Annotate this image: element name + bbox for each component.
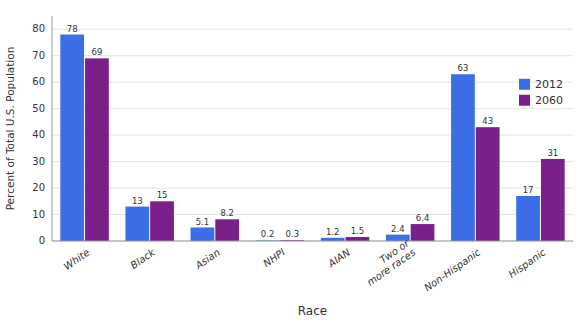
tick-label: 80 [32,23,45,34]
data-label: 8.2 [220,208,234,218]
legend-label: 2060 [535,94,563,107]
tick-label: 50 [32,103,45,114]
bar [541,159,565,241]
bar [411,224,435,241]
data-label: 69 [92,47,103,57]
bar [191,228,215,242]
legend-swatch [519,95,530,106]
x-axis-line [52,241,573,242]
data-label: 5.1 [196,217,210,227]
chart-container: 0 10 20 30 40 50 60 70 80 78 13 5.1 0.2 1.2 2.4 63 17 69 1… [0,0,585,321]
bars [60,35,564,241]
bar [150,201,174,241]
tick-label: Asian [192,246,221,271]
plot: 0 10 20 30 40 50 60 70 80 78 13 5.1 0.2 1.2 2.4 63 17 69 1… [32,16,573,293]
data-label: 78 [67,24,78,34]
bar [85,58,109,241]
tick-label: 60 [32,76,45,87]
tick-label: Hispanic [506,246,548,280]
tick-label: Black [128,246,157,271]
tick-label: 20 [32,182,45,193]
data-label: 1.2 [326,227,340,237]
tick-label: Two ormore races [359,237,419,288]
data-labels: 78 13 5.1 0.2 1.2 2.4 63 17 69 15 8.2 0.3 1.5 6.4 43 31 [67,24,558,240]
y-axis-label: Percent of Total U.S. Population [4,47,16,211]
y-axis: 0 10 20 30 40 50 60 70 80 [32,23,573,246]
grid-line [52,55,573,56]
grid-line [52,82,573,83]
legend: 2012 2060 [519,78,563,107]
data-label: 31 [547,148,558,158]
bar [125,207,149,241]
tick-label: 30 [32,156,45,167]
tick-label: AIAN [325,246,352,270]
tick-label: White [62,246,92,272]
legend-swatch [519,79,530,90]
data-label: 0.3 [286,229,300,239]
tick-label: Non-Hispanic [422,246,483,293]
x-axis: White Black Asian NHPI AIAN Two ormore racesN… [62,237,548,293]
bar [476,127,500,241]
tick-label: 70 [32,50,45,61]
bar [60,35,84,241]
bar [346,237,370,241]
data-label: 63 [458,63,469,73]
y-axis-line [52,16,53,241]
data-label: 6.4 [416,213,430,223]
tick-label: NHPI [261,246,287,269]
grid-line [52,241,573,242]
bar [451,74,475,241]
data-label: 13 [132,196,143,206]
bar [516,196,540,241]
data-label: 43 [482,116,493,126]
chart: 0 10 20 30 40 50 60 70 80 78 13 5.1 0.2 1.2 2.4 63 17 69 1… [0,0,585,321]
data-label: 2.4 [391,224,405,234]
data-label: 0.2 [261,229,275,239]
data-label: 15 [157,190,168,200]
data-label: 17 [523,185,534,195]
tick-label: 0 [39,235,45,246]
data-label: 1.5 [351,226,365,236]
grid-line [52,108,573,109]
tick-label: 40 [32,129,45,140]
x-axis-label: Race [298,304,327,318]
bar [215,219,239,241]
grid-line [52,29,573,30]
legend-label: 2012 [535,78,563,91]
tick-label: 10 [32,209,45,220]
